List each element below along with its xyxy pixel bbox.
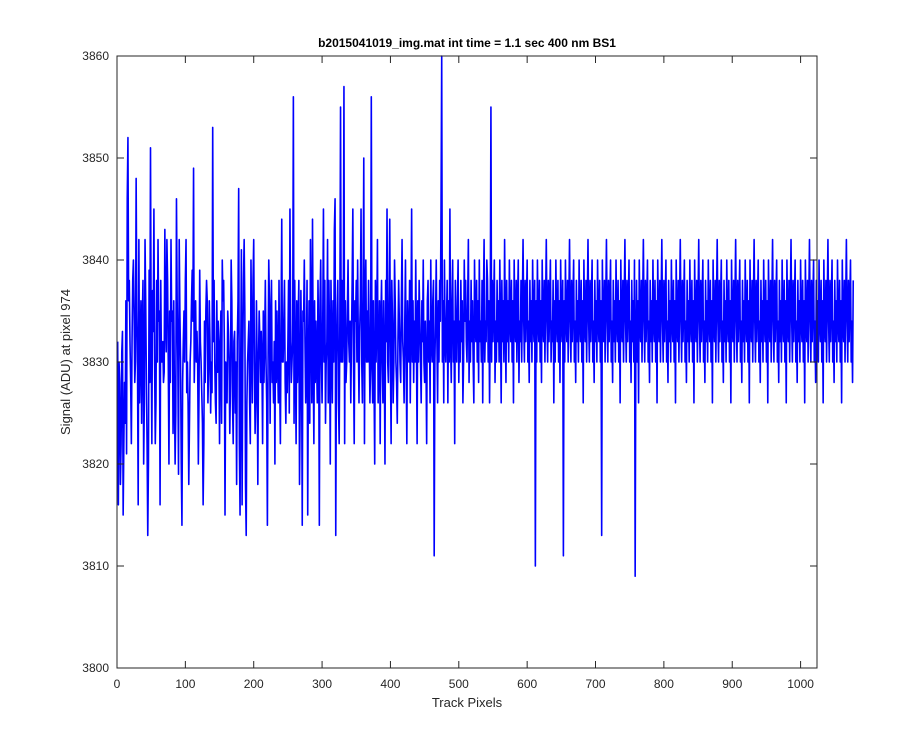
x-tick-label-600: 600 — [517, 677, 537, 691]
x-tick-label-200: 200 — [244, 677, 264, 691]
y-tick-label-3820: 3820 — [82, 457, 109, 471]
x-tick-label-0: 0 — [114, 677, 121, 691]
y-axis-label: Signal (ADU) at pixel 974 — [58, 289, 73, 435]
y-tick-label-3830: 3830 — [82, 355, 109, 369]
chart-title: b2015041019_img.mat int time = 1.1 sec 4… — [318, 36, 616, 50]
y-tick-label-3800: 3800 — [82, 661, 109, 675]
x-tick-label-900: 900 — [722, 677, 742, 691]
x-tick-label-1000: 1000 — [787, 677, 814, 691]
y-tick-label-3850: 3850 — [82, 151, 109, 165]
x-tick-label-500: 500 — [449, 677, 469, 691]
x-tick-label-400: 400 — [380, 677, 400, 691]
plot-area — [116, 55, 855, 669]
x-tick-label-700: 700 — [586, 677, 606, 691]
y-tick-label-3860: 3860 — [82, 49, 109, 63]
y-tick-label-3810: 3810 — [82, 559, 109, 573]
x-tick-label-300: 300 — [312, 677, 332, 691]
series-layer — [116, 55, 855, 578]
series-line-0 — [116, 55, 855, 578]
x-tick-label-800: 800 — [654, 677, 674, 691]
ticks-layer: 0 100 200 300 400 500 600 700 800 900 1000 3800 3810… — [82, 49, 817, 691]
x-tick-label-100: 100 — [175, 677, 195, 691]
y-tick-label-3840: 3840 — [82, 253, 109, 267]
x-axis-label: Track Pixels — [432, 695, 503, 710]
